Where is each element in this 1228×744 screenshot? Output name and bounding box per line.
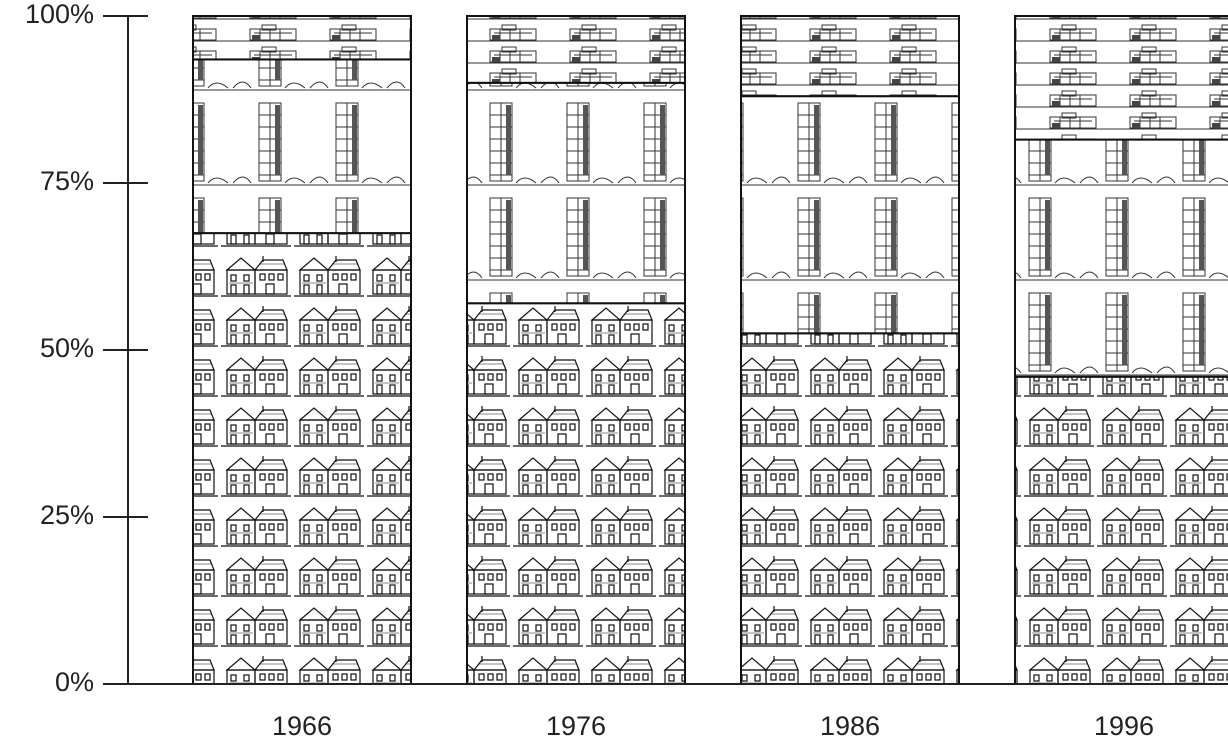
bar-segment [193, 59, 411, 233]
y-tick-label: 75% [40, 166, 94, 196]
bar-segment [193, 16, 411, 59]
bar-segment [467, 303, 685, 684]
x-tick-label: 1966 [272, 711, 332, 741]
y-tick-label: 0% [55, 667, 94, 697]
x-tick-label: 1996 [1094, 711, 1154, 741]
bar-segment [1015, 140, 1228, 377]
y-tick-label: 100% [25, 0, 94, 29]
x-tick-label: 1986 [820, 711, 880, 741]
bar-segment [1015, 377, 1228, 684]
bar-segment [467, 83, 685, 303]
bar-segment [741, 333, 959, 684]
y-tick-label: 50% [40, 333, 94, 363]
y-tick-label: 25% [40, 500, 94, 530]
bar-segment [467, 16, 685, 83]
bar-segment [1015, 16, 1228, 140]
chart: 1966 1976 1986 1996 0% 25% 50% 75% 100% [0, 0, 1228, 744]
bar-segment [741, 16, 959, 96]
bar-segment [193, 233, 411, 684]
bar-segment [741, 96, 959, 333]
x-tick-label: 1976 [546, 711, 606, 741]
